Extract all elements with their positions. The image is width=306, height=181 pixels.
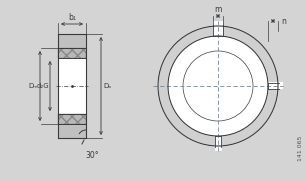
- Circle shape: [168, 36, 268, 136]
- Text: d₂G: d₂G: [36, 83, 49, 89]
- Text: 30°: 30°: [85, 151, 99, 160]
- Bar: [58, 58, 86, 114]
- Wedge shape: [158, 26, 278, 146]
- Text: 141 065: 141 065: [297, 136, 303, 161]
- Circle shape: [158, 26, 278, 146]
- Text: Dₘ: Dₘ: [28, 83, 38, 89]
- Text: b₁: b₁: [68, 13, 76, 22]
- Text: n: n: [281, 16, 286, 26]
- Text: m: m: [214, 5, 222, 14]
- Bar: [58, 48, 86, 58]
- Bar: [268, 82, 283, 89]
- Bar: [58, 114, 86, 124]
- Bar: [215, 136, 222, 151]
- Bar: [213, 21, 223, 36]
- Text: Dₐ: Dₐ: [103, 83, 111, 89]
- Bar: [58, 34, 86, 138]
